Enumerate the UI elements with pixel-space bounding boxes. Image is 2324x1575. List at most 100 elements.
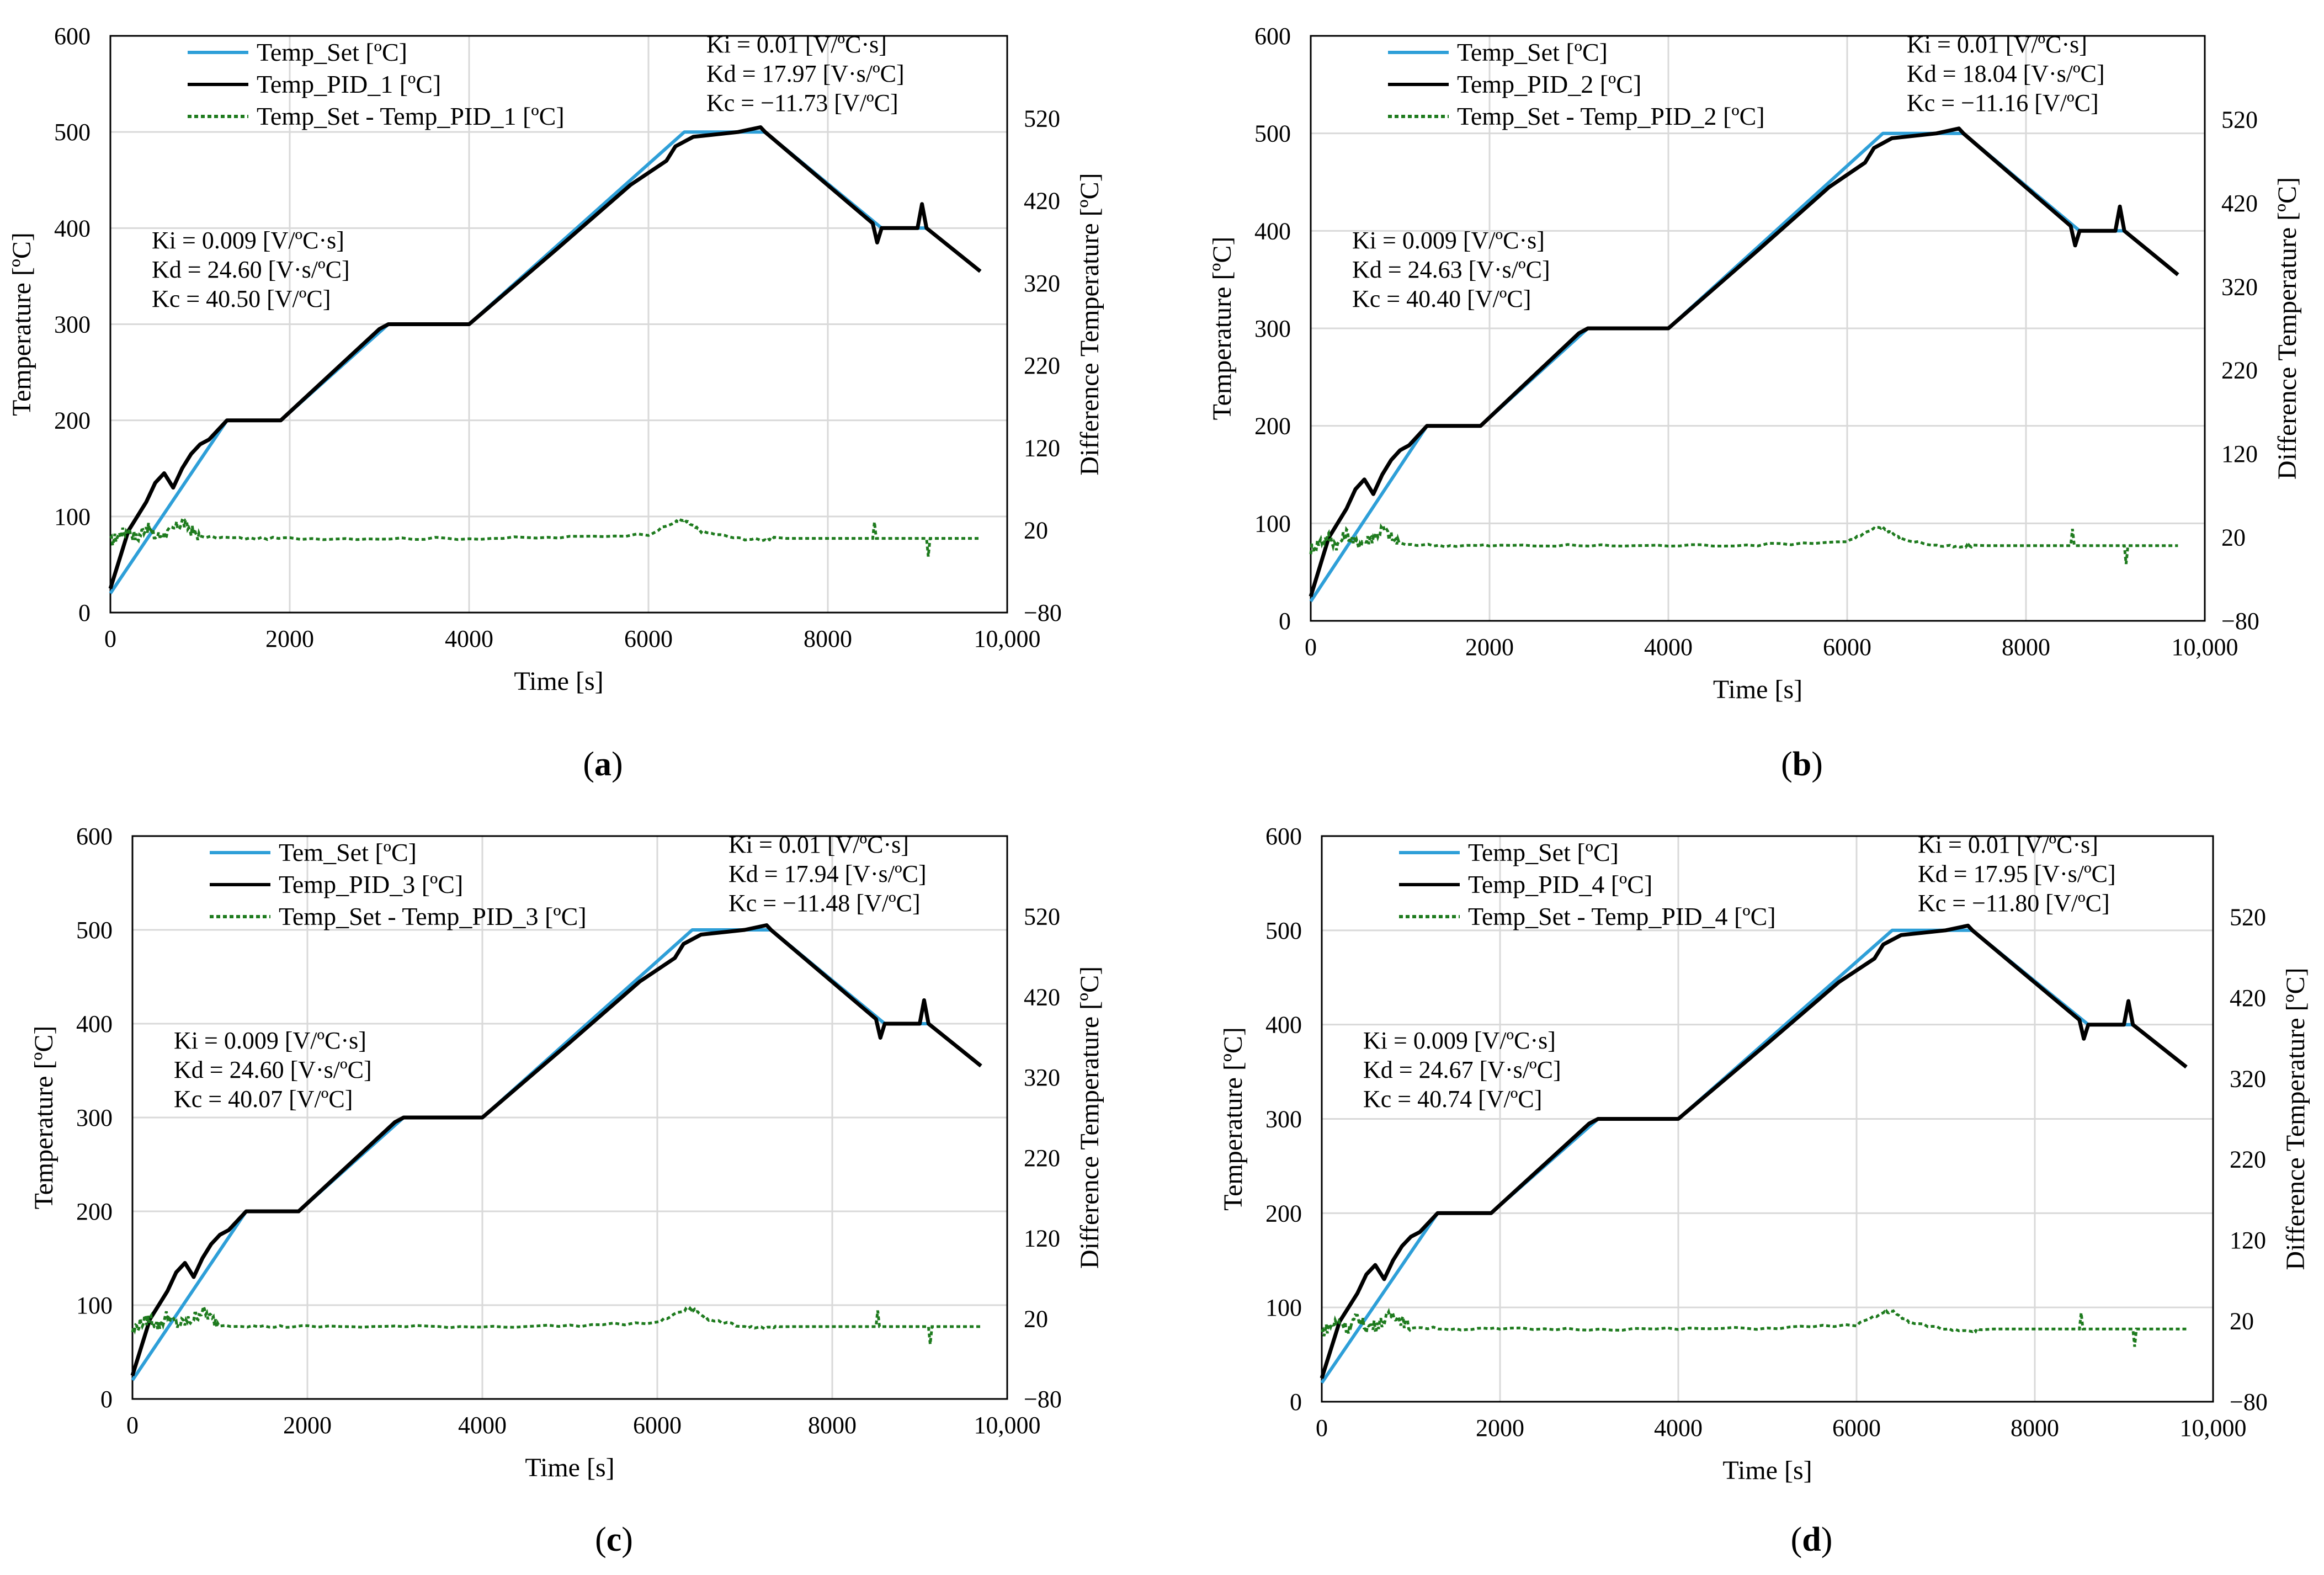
y2-tick-label: 20 xyxy=(2230,1308,2254,1335)
y2-tick-label: 120 xyxy=(1024,434,1060,461)
y2-tick-label: −80 xyxy=(1024,599,1062,626)
y-tick-label: 400 xyxy=(1254,217,1291,244)
pid-params-right: Kc = −11.73 [V/ºC] xyxy=(706,89,898,116)
panel-caption: (b) xyxy=(1781,746,1823,783)
y2-tick-label: −80 xyxy=(2221,608,2259,635)
y2-tick-label: 120 xyxy=(1024,1225,1060,1252)
legend-label: Temp_Set - Temp_PID_4 [ºC] xyxy=(1468,902,1776,930)
legend-label: Temp_PID_2 [ºC] xyxy=(1457,70,1641,98)
y-tick-label: 0 xyxy=(1290,1388,1302,1416)
x-tick-label: 6000 xyxy=(633,1412,682,1439)
legend-label: Temp_Set [ºC] xyxy=(257,38,407,66)
pid-params-left: Ki = 0.009 [V/ºC·s] xyxy=(1363,1027,1556,1054)
y-tick-label: 0 xyxy=(1279,608,1291,635)
y2-tick-label: 320 xyxy=(1024,270,1060,297)
y-tick-label: 100 xyxy=(54,503,91,530)
y-tick-label: 0 xyxy=(78,599,91,626)
panel-caption: (a) xyxy=(583,746,623,783)
chart-panel-c: 0 2000 4000 6000 8000 10,000 0 100 200 300 400 500 6… xyxy=(29,823,1104,1558)
y2-tick-label: 120 xyxy=(2230,1227,2266,1254)
pid-params-right: Kc = −11.16 [V/ºC] xyxy=(1907,89,2099,116)
y-axis-title: Temperature [ºC] xyxy=(1219,1027,1248,1211)
plot-frame xyxy=(1310,35,2206,622)
y-tick-label: 0 xyxy=(100,1386,113,1413)
x-tick-label: 8000 xyxy=(2011,1414,2059,1441)
x-tick-label: 0 xyxy=(104,625,116,652)
legend-label: Temp_Set - Temp_PID_2 [ºC] xyxy=(1457,102,1765,130)
y-tick-label: 600 xyxy=(76,823,113,850)
y-tick-label: 200 xyxy=(1265,1200,1302,1227)
series-line-difference xyxy=(131,1301,981,1345)
x-tick-label: 10,000 xyxy=(974,625,1041,652)
series-line-temp-set xyxy=(1309,131,2179,603)
y-axis-title: Temperature [ºC] xyxy=(29,1026,59,1210)
pid-params-left: Kc = 40.50 [V/ºC] xyxy=(152,285,331,312)
legend-label: Temp_PID_1 [ºC] xyxy=(257,70,441,98)
legend-label: Temp_Set - Temp_PID_1 [ºC] xyxy=(257,102,565,130)
legend-label: Temp_Set - Temp_PID_3 [ºC] xyxy=(279,902,587,930)
series-line-difference xyxy=(109,517,981,557)
x-tick-label: 8000 xyxy=(2002,634,2050,661)
y-tick-label: 300 xyxy=(54,311,91,338)
series-line-temp-pid xyxy=(1309,126,2179,597)
pid-params-right: Ki = 0.01 [V/ºC·s] xyxy=(706,31,887,58)
y2-tick-label: 520 xyxy=(1024,903,1060,930)
series-line-temp-pid xyxy=(130,923,982,1376)
series-line-temp-set xyxy=(131,928,982,1381)
y2-tick-label: 20 xyxy=(1024,517,1048,544)
y2-tick-label: 420 xyxy=(2221,190,2258,217)
y-tick-label: 200 xyxy=(1254,413,1291,440)
x-tick-label: 6000 xyxy=(1823,634,1871,661)
y2-tick-label: 320 xyxy=(2230,1065,2266,1092)
y2-tick-label: 20 xyxy=(2221,524,2246,551)
plot-frame xyxy=(109,35,1008,614)
y-tick-label: 600 xyxy=(1265,823,1302,850)
x-tick-label: 4000 xyxy=(445,625,493,652)
legend-label: Temp_PID_4 [ºC] xyxy=(1468,870,1652,898)
series-line-temp-pid xyxy=(108,125,982,589)
y-tick-label: 500 xyxy=(76,917,113,944)
x-tick-label: 4000 xyxy=(1644,634,1693,661)
panel-caption: (d) xyxy=(1791,1521,1833,1558)
y2-tick-label: 220 xyxy=(1024,352,1060,379)
y2-axis-title: Difference Temperature [ºC] xyxy=(2281,967,2310,1270)
x-axis-title: Time [s] xyxy=(514,667,603,696)
y2-tick-label: 220 xyxy=(2221,357,2258,384)
y2-axis-title: Difference Temperature [ºC] xyxy=(2273,177,2302,480)
y2-tick-label: 320 xyxy=(2221,273,2258,300)
x-axis-title: Time [s] xyxy=(1722,1456,1812,1485)
y-tick-label: 300 xyxy=(1254,315,1291,342)
legend-label: Temp_Set [ºC] xyxy=(1468,838,1619,866)
y2-tick-label: 520 xyxy=(1024,105,1060,132)
y-tick-label: 300 xyxy=(1265,1106,1302,1133)
y2-axis-title: Difference Temperature [ºC] xyxy=(1075,173,1104,475)
chart-panel-d: 0 2000 4000 6000 8000 10,000 0 100 200 300 400 500 6… xyxy=(1219,823,2310,1558)
pid-params-left: Kd = 24.67 [V·s/ºC] xyxy=(1363,1056,1561,1083)
plot-frame xyxy=(1321,835,2214,1403)
y-tick-label: 600 xyxy=(54,23,91,50)
y2-tick-label: 320 xyxy=(1024,1064,1060,1091)
pid-params-left: Kc = 40.40 [V/ºC] xyxy=(1352,285,1531,312)
pid-params-right: Ki = 0.01 [V/ºC·s] xyxy=(1907,31,2087,58)
y2-tick-label: 520 xyxy=(2221,106,2258,133)
y-tick-label: 200 xyxy=(54,407,91,434)
legend-label: Tem_Set [ºC] xyxy=(279,838,417,866)
x-tick-label: 2000 xyxy=(1465,634,1514,661)
x-tick-label: 4000 xyxy=(1654,1414,1703,1441)
y2-tick-label: 20 xyxy=(1024,1305,1048,1332)
x-tick-label: 0 xyxy=(1305,634,1317,661)
x-tick-label: 2000 xyxy=(265,625,314,652)
x-tick-label: 8000 xyxy=(804,625,852,652)
y2-axis-title: Difference Temperature [ºC] xyxy=(1075,966,1104,1269)
pid-params-right: Ki = 0.01 [V/ºC·s] xyxy=(1918,831,2098,858)
series-line-temp-pid xyxy=(1320,923,2188,1379)
chart-panel-a: 0 2000 4000 6000 8000 10,000 0 100 200 300 400 500 6… xyxy=(7,23,1104,783)
y-tick-label: 100 xyxy=(1254,510,1291,537)
pid-params-left: Kc = 40.07 [V/ºC] xyxy=(174,1086,353,1113)
x-tick-label: 2000 xyxy=(1476,1414,1524,1441)
pid-params-left: Kd = 24.63 [V·s/ºC] xyxy=(1352,256,1550,283)
x-tick-label: 10,000 xyxy=(2180,1414,2247,1441)
x-tick-label: 6000 xyxy=(624,625,673,652)
pid-params-left: Kc = 40.74 [V/ºC] xyxy=(1363,1086,1542,1113)
